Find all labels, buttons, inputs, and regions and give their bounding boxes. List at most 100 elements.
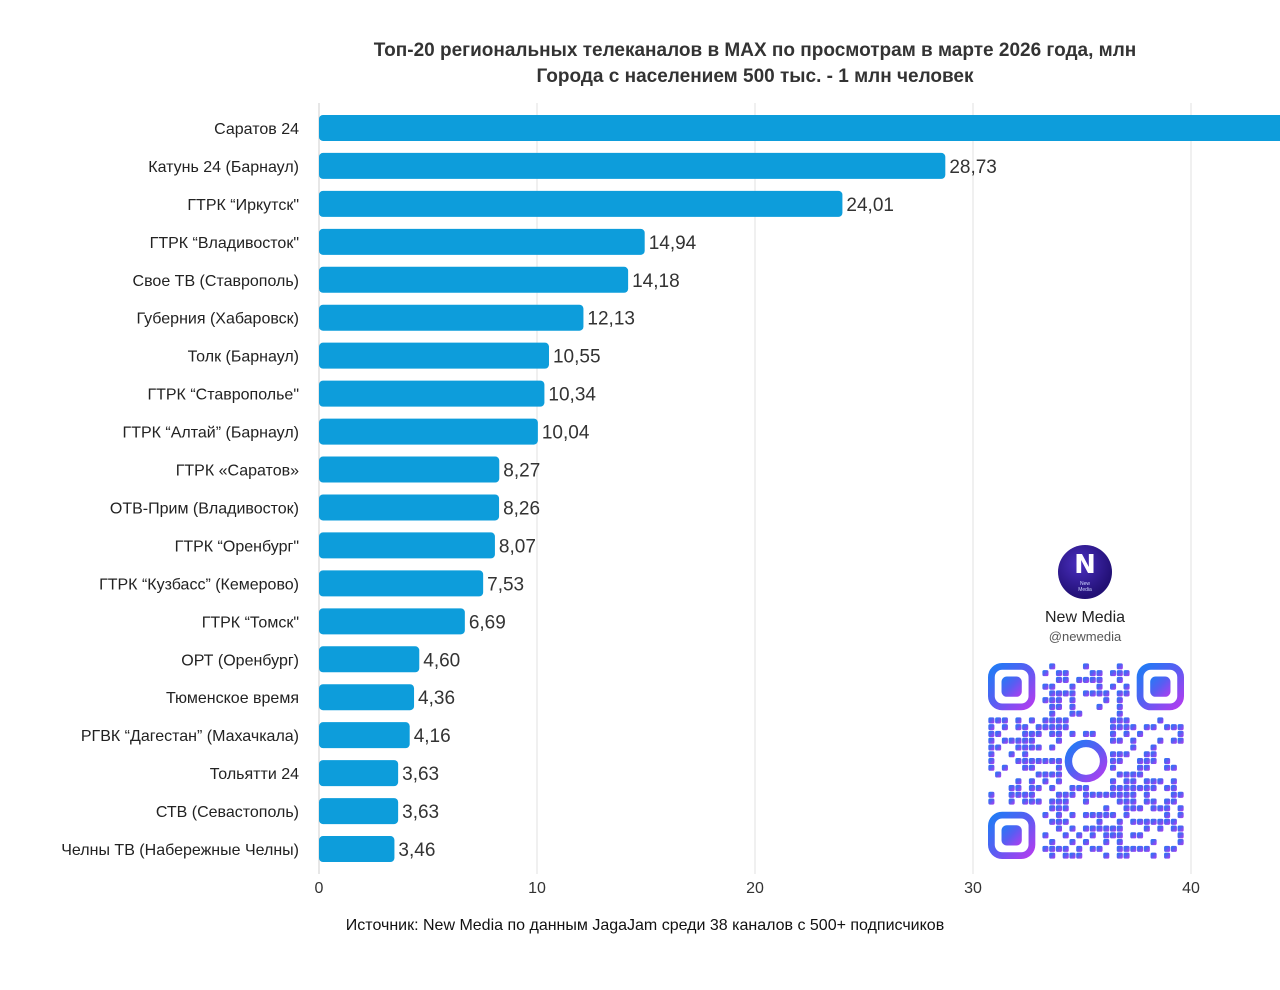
qr-module: [1069, 825, 1076, 832]
qr-module: [1042, 778, 1049, 785]
qr-module: [1076, 852, 1083, 859]
qr-module: [988, 751, 995, 758]
qr-module: [1130, 784, 1137, 792]
qr-module: [988, 724, 995, 731]
qr-module: [1130, 805, 1137, 812]
qr-module: [1089, 825, 1096, 832]
qr-module: [1123, 812, 1130, 819]
qr-module: [1150, 676, 1171, 697]
qr-module: [1137, 805, 1144, 812]
qr-module: [1069, 839, 1076, 846]
qr-module: [1028, 784, 1035, 792]
qr-module: [1089, 791, 1096, 798]
qr-module: [1137, 845, 1144, 852]
qr-module: [1049, 805, 1056, 812]
qr-module: [1096, 825, 1103, 832]
qr-module: [1137, 730, 1144, 738]
qr-module: [1028, 744, 1035, 751]
qr-module: [988, 791, 995, 798]
qr-module: [1123, 798, 1130, 805]
bar: [319, 570, 484, 597]
category-label: ОРТ (Оренбург): [181, 652, 299, 669]
bar: [319, 532, 495, 559]
qr-module: [1130, 832, 1137, 839]
bar: [319, 380, 545, 407]
qr-module: [1055, 730, 1063, 738]
category-label: Катунь 24 (Барнаул): [148, 159, 299, 176]
qr-module: [1116, 757, 1123, 765]
qr-module: [1022, 744, 1029, 751]
qr-module: [1150, 744, 1157, 751]
qr-module: [1055, 764, 1063, 771]
qr-module: [1123, 717, 1130, 724]
qr-module: [1069, 683, 1076, 690]
qr-module: [1150, 784, 1157, 792]
qr-module: [1015, 717, 1022, 724]
value-label: 24,01: [846, 195, 894, 216]
qr-module: [1109, 717, 1117, 724]
new-media-logo-icon: N New Media: [1058, 545, 1112, 599]
qr-module: [1143, 791, 1150, 798]
qr-module: [1049, 710, 1056, 717]
qr-module: [1157, 737, 1164, 744]
qr-module: [1062, 724, 1069, 731]
qr-module: [1049, 717, 1056, 724]
qr-module: [1022, 724, 1029, 731]
qr-module: [1001, 825, 1022, 846]
qr-module: [1150, 757, 1157, 765]
value-label: 8,07: [499, 536, 536, 557]
qr-module: [1049, 724, 1056, 731]
qr-module: [1062, 717, 1069, 724]
qr-module: [1035, 730, 1042, 738]
qr-module: [1082, 663, 1090, 670]
qr-module: [1069, 852, 1076, 859]
bar: [319, 114, 1280, 141]
qr-module: [1028, 757, 1035, 765]
value-label: 4,16: [414, 726, 451, 747]
qr-module: [1096, 676, 1103, 683]
qr-finder: [988, 811, 1036, 859]
qr-module: [1028, 764, 1035, 771]
qr-module: [1062, 670, 1069, 677]
qr-module: [1116, 798, 1123, 805]
qr-module: [1089, 832, 1096, 839]
x-tick-label: 0: [315, 880, 324, 897]
qr-module: [995, 771, 1002, 778]
qr-module: [1035, 798, 1042, 805]
qr-module: [1109, 778, 1117, 785]
qr-module: [1164, 798, 1171, 805]
qr-module: [1076, 832, 1083, 839]
value-label: 10,04: [542, 423, 590, 444]
x-tick-label: 40: [1182, 880, 1200, 897]
qr-module: [1008, 751, 1015, 758]
qr-module: [1022, 737, 1029, 744]
qr-module: [1157, 805, 1164, 812]
bar: [319, 266, 629, 293]
qr-module: [1022, 764, 1029, 771]
qr-module: [1137, 771, 1144, 778]
qr-module: [1042, 812, 1049, 819]
bar: [319, 760, 399, 787]
bar: [319, 418, 538, 445]
qr-module: [1164, 724, 1171, 731]
qr-module: [1049, 798, 1056, 805]
qr-module: [1123, 670, 1130, 677]
qr-module: [1116, 784, 1123, 792]
brand-handle: @newmedia: [1048, 629, 1122, 644]
value-label: 4,36: [418, 688, 455, 709]
qr-module: [1049, 839, 1056, 846]
value-label: 8,26: [503, 498, 540, 519]
qr-module: [1130, 798, 1137, 805]
qr-module: [995, 730, 1002, 738]
bar: [319, 798, 399, 825]
qr-module: [1116, 791, 1123, 798]
qr-module: [1055, 845, 1063, 852]
qr-code-icon[interactable]: [988, 663, 1184, 859]
qr-finder: [988, 663, 1036, 711]
qr-module: [1096, 670, 1103, 677]
qr-module: [1055, 690, 1063, 697]
qr-module: [1123, 771, 1130, 778]
qr-module: [1015, 744, 1022, 751]
qr-module: [1015, 737, 1022, 744]
